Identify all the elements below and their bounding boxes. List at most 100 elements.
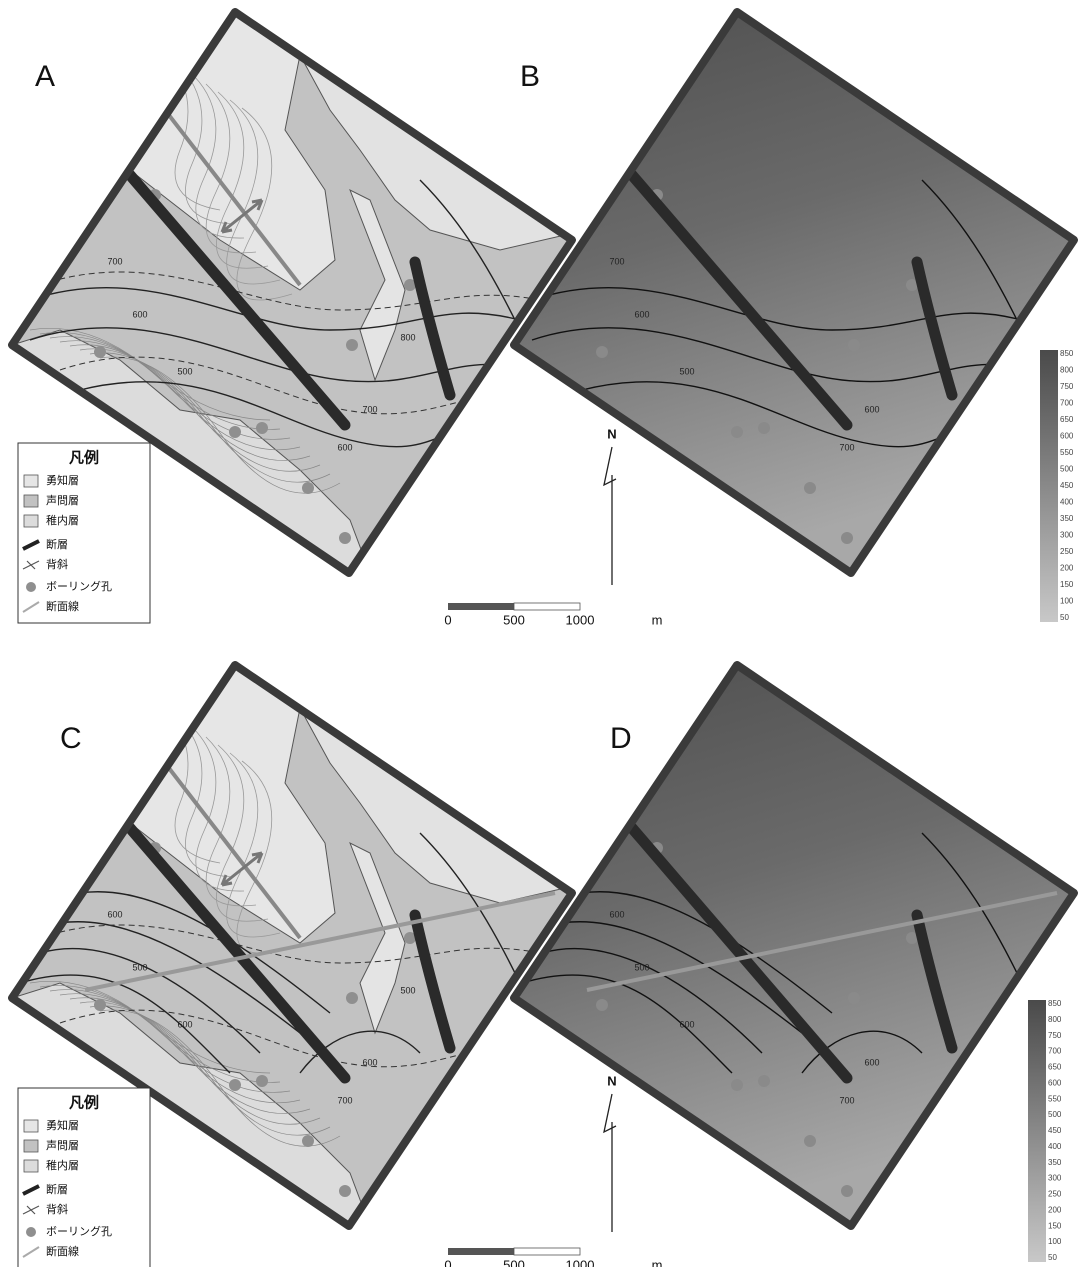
colorbar [1028,1000,1046,1262]
legend-item: 断層 [46,538,68,551]
scale-tick: 500 [503,612,525,627]
colorbar-tick: 450 [1060,481,1074,490]
borehole [841,532,853,544]
colorbar-tick: 700 [1060,399,1074,408]
contour-label: 700 [107,256,122,266]
colorbar-tick: 200 [1048,1205,1062,1214]
contour-label: 500 [177,366,192,376]
contour-label: 500 [132,962,147,972]
contour-label: 500 [400,985,415,995]
colorbar-tick: 250 [1048,1190,1062,1199]
contour-label: 600 [609,909,624,919]
borehole [94,999,106,1011]
legend-swatch [24,515,38,527]
north-label: N [607,1073,616,1088]
figure: 700600500600700800A700600500700600B60050… [0,0,1080,1267]
panel-label: A [35,60,55,93]
elevation-surface [514,12,1074,573]
colorbar-tick: 450 [1048,1126,1062,1135]
page: {"panels": [ {"label": "A", "contour_lab… [0,0,1080,1267]
borehole [596,346,608,358]
colorbar-tick: 500 [1060,465,1074,474]
legend-item: ボーリング孔 [46,579,112,593]
contour-label: 600 [337,442,352,452]
contour-label: 800 [400,332,415,342]
north-arrow [604,447,616,585]
scale-tick: 1000 [566,1257,595,1267]
colorbar-tick: 650 [1048,1063,1062,1072]
legend-item: 背斜 [46,557,68,571]
borehole [596,999,608,1011]
scale-segment [514,603,580,610]
borehole [229,426,241,438]
map-content [514,665,1074,1226]
legend-item: 背斜 [46,1202,68,1216]
borehole [731,426,743,438]
legend-item: 稚内層 [46,1158,79,1172]
colorbar-tick: 500 [1048,1110,1062,1119]
contour-label: 600 [864,404,879,414]
legend: 凡例勇知層声問層稚内層断層背斜ボーリング孔断面線 [18,1088,150,1267]
colorbar-tick: 650 [1060,415,1074,424]
colorbar-tick: 300 [1048,1174,1062,1183]
contour-label: 600 [107,909,122,919]
scale-tick: 1000 [566,612,595,627]
colorbar-tick: 750 [1060,382,1074,391]
contour-label: 500 [679,366,694,376]
colorbar-tick: 850 [1060,349,1074,358]
contour-label: 700 [839,1095,854,1105]
colorbar-tick: 850 [1048,999,1062,1008]
borehole [848,339,860,351]
contour-label: 700 [839,442,854,452]
colorbar-tick: 600 [1060,432,1074,441]
borehole [804,482,816,494]
borehole [256,1075,268,1087]
contour-label: 600 [362,1057,377,1067]
colorbar-tick: 600 [1048,1078,1062,1087]
scale-tick: 0 [444,612,451,627]
borehole [731,1079,743,1091]
borehole [339,1185,351,1197]
borehole [94,346,106,358]
panel-label: D [610,722,632,755]
scale-segment [514,1248,580,1255]
colorbar-tick: 50 [1060,613,1069,622]
scale-unit: m [652,612,663,627]
legend-item: 勇知層 [46,1118,79,1132]
contour-label: 700 [337,1095,352,1105]
colorbar-tick: 150 [1060,580,1074,589]
legend-item: 断層 [46,1183,68,1196]
legend-item: 勇知層 [46,473,79,487]
colorbar-tick: 400 [1060,498,1074,507]
colorbar-tick: 50 [1048,1253,1057,1262]
colorbar [1040,350,1058,622]
colorbar-tick: 100 [1048,1237,1062,1246]
legend-title: 凡例 [69,449,99,467]
colorbar-tick: 350 [1060,514,1074,523]
contour-label: 500 [634,962,649,972]
borehole [302,482,314,494]
legend-item: 声問層 [46,1138,79,1152]
map-panel: 700 600 500 700 600 [514,12,1074,573]
colorbar-tick: 350 [1048,1158,1062,1167]
legend-item: 稚内層 [46,513,79,527]
panel-label: C [60,722,82,755]
colorbar-tick: 700 [1048,1047,1062,1056]
contour-label: 600 [864,1057,879,1067]
borehole [339,532,351,544]
colorbar-tick: 800 [1060,366,1074,375]
colorbar-tick: 100 [1060,597,1074,606]
contour-label: 600 [177,1019,192,1029]
legend-title: 凡例 [69,1094,99,1112]
borehole [758,1075,770,1087]
borehole [804,1135,816,1147]
borehole [229,1079,241,1091]
borehole [758,422,770,434]
colorbar-tick: 200 [1060,564,1074,573]
north-arrow [604,1094,616,1232]
panel-label: B [520,60,540,93]
contour-label: 600 [634,309,649,319]
borehole [848,992,860,1004]
colorbar-tick: 800 [1048,1015,1062,1024]
